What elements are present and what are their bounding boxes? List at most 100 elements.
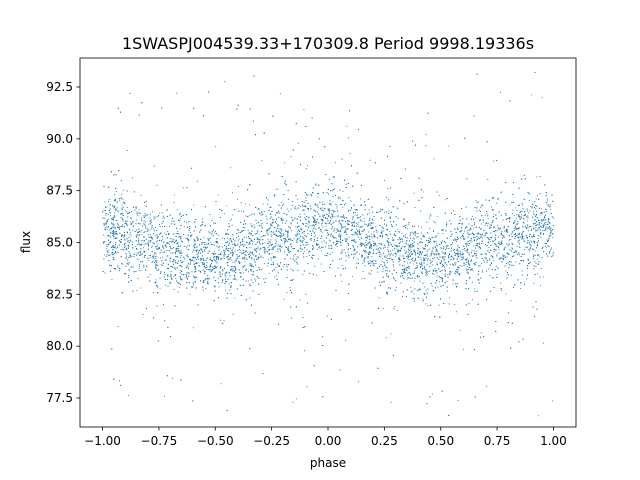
data-point (453, 264, 455, 266)
data-point (462, 348, 464, 350)
data-point (497, 229, 499, 231)
data-point (144, 215, 147, 217)
data-point (224, 257, 226, 259)
data-point (244, 261, 246, 263)
data-point (371, 233, 373, 235)
data-point (166, 249, 168, 252)
data-point (177, 244, 179, 246)
data-point (354, 212, 356, 214)
data-point (245, 236, 247, 238)
data-point (487, 217, 489, 220)
data-point (235, 258, 237, 260)
data-point (481, 263, 483, 265)
data-point (419, 280, 421, 282)
data-point (240, 244, 242, 246)
data-point (156, 237, 158, 239)
data-point (381, 231, 383, 233)
data-point (546, 239, 548, 241)
data-point (417, 225, 420, 227)
data-point (492, 259, 494, 261)
data-point (211, 243, 213, 245)
data-point (410, 286, 412, 289)
data-point (487, 225, 489, 227)
data-point (203, 237, 205, 239)
data-point (305, 168, 307, 170)
data-point (270, 239, 272, 241)
data-point (417, 248, 420, 250)
data-point (420, 265, 422, 267)
data-point (526, 220, 529, 222)
data-point (551, 232, 553, 234)
data-point (156, 260, 158, 262)
data-point (245, 250, 247, 252)
data-point (154, 258, 156, 260)
data-point (457, 238, 460, 240)
data-point (505, 262, 507, 265)
data-point (526, 278, 528, 280)
data-point (496, 202, 498, 204)
data-point (308, 254, 310, 256)
data-point (221, 281, 223, 284)
data-point (482, 253, 484, 255)
data-point (274, 276, 276, 278)
data-point (395, 287, 397, 289)
data-point (126, 249, 128, 251)
data-point (416, 236, 418, 238)
data-point (356, 214, 358, 216)
data-point (176, 92, 178, 94)
data-point (176, 209, 178, 211)
data-point (267, 238, 269, 240)
data-point (270, 234, 272, 236)
data-point (128, 228, 130, 230)
data-point (544, 245, 547, 247)
data-point (514, 233, 517, 235)
data-point (334, 216, 336, 218)
data-point (455, 273, 457, 275)
data-point (143, 220, 145, 222)
data-point (407, 272, 409, 274)
data-point (248, 242, 250, 244)
data-point (294, 234, 296, 236)
data-point (135, 219, 137, 221)
data-point (393, 244, 395, 246)
data-point (180, 217, 182, 219)
data-point (366, 224, 368, 226)
data-point (300, 205, 302, 208)
data-point (450, 259, 452, 261)
data-point (534, 254, 536, 256)
data-point (536, 244, 538, 246)
data-point (458, 250, 460, 252)
data-point (418, 262, 421, 264)
data-point (329, 221, 331, 223)
data-point (171, 377, 174, 379)
data-point (137, 277, 139, 279)
data-point (459, 216, 461, 218)
data-point (283, 162, 285, 164)
data-point (173, 239, 175, 241)
data-point (524, 248, 526, 250)
data-point (177, 256, 179, 258)
data-point (531, 94, 533, 96)
data-point (152, 211, 154, 213)
data-point (432, 271, 435, 273)
data-point (211, 269, 214, 271)
data-point (109, 215, 112, 217)
data-point (302, 205, 304, 207)
data-point (474, 247, 477, 249)
data-point (320, 230, 322, 232)
data-point (250, 223, 252, 225)
data-point (155, 241, 157, 243)
data-point (451, 233, 453, 235)
data-point (359, 238, 361, 240)
data-point (417, 233, 419, 235)
data-point (111, 278, 113, 281)
data-point (229, 220, 231, 222)
data-point (319, 247, 321, 250)
data-point (322, 207, 324, 209)
data-point (141, 233, 143, 236)
data-point (462, 238, 464, 240)
data-point (342, 207, 344, 209)
data-point (551, 231, 553, 233)
data-point (231, 249, 233, 251)
data-point (426, 254, 428, 256)
